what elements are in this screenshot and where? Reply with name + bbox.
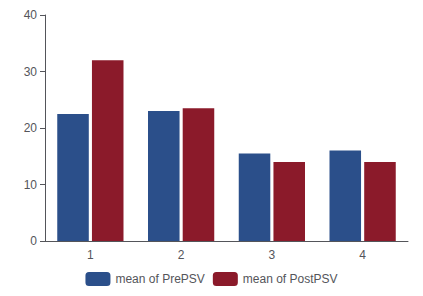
svg-text:3: 3 (269, 248, 276, 262)
svg-text:4: 4 (359, 248, 366, 262)
svg-text:30: 30 (24, 65, 38, 79)
svg-text:mean of PrePSV: mean of PrePSV (115, 272, 204, 286)
svg-text:1: 1 (87, 248, 94, 262)
svg-text:10: 10 (24, 178, 38, 192)
svg-text:mean of PostPSV: mean of PostPSV (243, 272, 338, 286)
svg-text:2: 2 (178, 248, 185, 262)
svg-text:40: 40 (24, 8, 38, 22)
svg-text:0: 0 (30, 234, 37, 248)
svg-text:20: 20 (24, 121, 38, 135)
